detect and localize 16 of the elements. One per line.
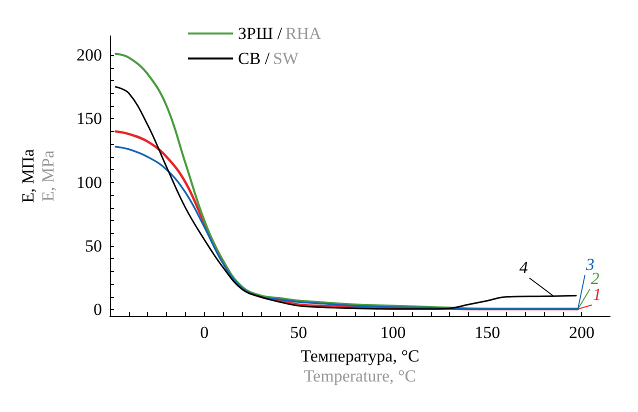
legend-label: СВ / SW	[238, 49, 300, 68]
x-tick-label: 100	[380, 323, 406, 342]
x-axis-title: Температура, °C Temperature, °C	[300, 346, 420, 386]
x-tick-label: 150	[474, 323, 500, 342]
y-tick-label: 200	[76, 46, 102, 65]
y-tick-label: 100	[76, 172, 102, 192]
x-tick-label: 200	[568, 323, 594, 342]
y-tick-label: 0	[94, 300, 102, 320]
legend-label: ЗРШ / RHA	[238, 24, 322, 43]
y-tick-label: 50	[85, 236, 102, 256]
annotation: 1	[592, 285, 602, 304]
x-tick-label: 0	[200, 323, 209, 342]
y-axis-title: E, МПа E, MPa	[18, 148, 58, 203]
x-tick-label: 50	[290, 323, 308, 342]
y-tick-label: 150	[76, 109, 102, 128]
annotation: 4	[519, 258, 528, 278]
